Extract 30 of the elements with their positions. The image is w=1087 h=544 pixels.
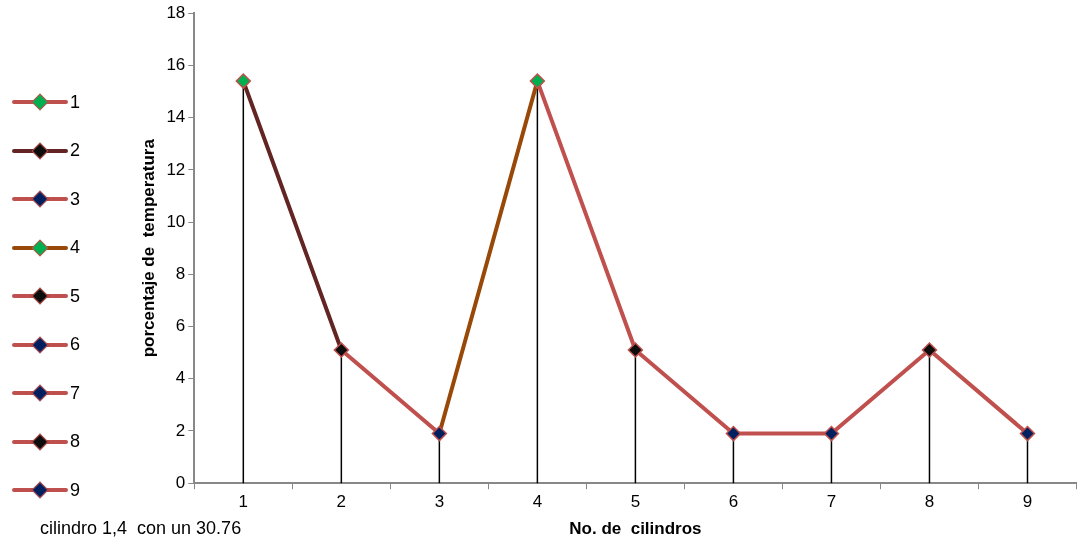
x-tick-label: 2 [336, 492, 347, 512]
category-label: 5 [70, 285, 81, 306]
y-tick-label: 18 [166, 2, 186, 22]
x-tick-label: 4 [532, 492, 543, 512]
x-tick-label: 9 [1022, 492, 1033, 512]
y-tick-label: 2 [175, 420, 186, 440]
x-tick-label: 6 [728, 492, 739, 512]
category-label: 1 [70, 91, 81, 112]
x-tick-label: 5 [630, 492, 641, 512]
category-label: 6 [70, 334, 81, 355]
category-label: 3 [70, 188, 81, 209]
y-tick-label: 8 [175, 264, 186, 283]
x-tick-label: 3 [434, 492, 445, 512]
x-tick-label: 1 [238, 492, 249, 512]
y-tick-label: 0 [175, 472, 186, 492]
x-tick-label: 8 [924, 492, 935, 512]
category-label: 8 [70, 431, 81, 452]
y-axis-title: porcentaje de temperatura [138, 138, 158, 358]
y-tick-label: 14 [166, 107, 186, 127]
y-tick-label: 12 [166, 159, 186, 179]
y-tick-label: 10 [166, 211, 186, 231]
category-label: 2 [70, 140, 81, 161]
y-tick-label: 6 [175, 316, 186, 336]
y-tick-label: 4 [175, 368, 186, 388]
x-axis-title: No. de cilindros [569, 519, 702, 539]
category-label: 4 [70, 237, 81, 258]
category-label: 7 [70, 382, 81, 403]
y-tick-label: 16 [166, 55, 186, 75]
text: cilindro 1,4 con un 30.76 [40, 518, 242, 539]
x-tick-label: 7 [826, 492, 837, 512]
